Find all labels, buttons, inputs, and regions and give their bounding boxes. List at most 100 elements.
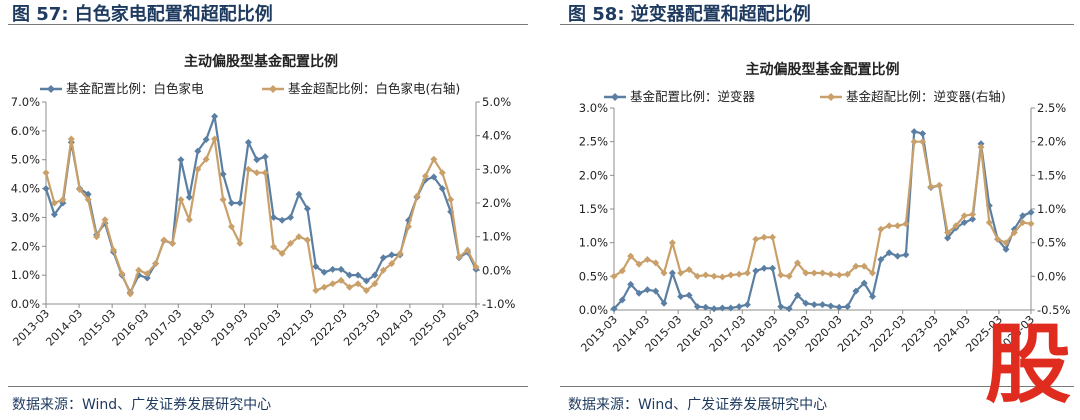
left-data-point-2: [405, 223, 412, 231]
left-data-point-1: [143, 274, 151, 282]
left-data-point-1: [329, 265, 337, 273]
right-ytick-label-right: 2.5%: [1037, 101, 1066, 115]
right-data-point-1: [835, 303, 843, 311]
left-title-rule: [8, 24, 528, 25]
right-data-point-1: [910, 128, 918, 136]
left-ytick-label-left: 5.0%: [11, 153, 40, 167]
right-data-point-2: [752, 235, 760, 243]
right-data-point-2: [810, 269, 818, 277]
right-data-point-2: [685, 266, 693, 274]
right-data-point-2: [777, 271, 785, 279]
left-data-point-2: [185, 216, 193, 224]
right-data-point-1: [844, 303, 851, 311]
left-data-point-2: [135, 266, 143, 274]
right-data-point-1: [810, 301, 818, 309]
right-data-point-2: [835, 271, 843, 279]
left-data-point-2: [362, 287, 370, 294]
left-data-point-1: [211, 112, 219, 120]
left-data-point-2: [177, 196, 185, 204]
right-data-point-1: [902, 251, 910, 259]
right-ytick-label-right: 1.5%: [1037, 168, 1066, 182]
right-data-point-1: [635, 289, 643, 297]
right-data-point-2: [894, 222, 902, 230]
left-data-point-1: [337, 265, 345, 273]
right-data-point-2: [735, 270, 743, 278]
left-data-point-2: [472, 263, 480, 271]
right-data-point-1: [702, 303, 710, 311]
right-ytick-label-right: 2.0%: [1037, 135, 1066, 149]
right-data-point-2: [635, 260, 643, 268]
left-data-point-1: [320, 268, 328, 276]
left-data-point-2: [278, 250, 286, 257]
left-data-point-2: [160, 236, 168, 244]
right-legend-marker-1: [611, 93, 619, 101]
right-data-point-2: [985, 219, 993, 226]
right-data-point-1: [819, 301, 826, 309]
left-ytick-label-right: 2.0%: [482, 196, 511, 210]
right-data-point-2: [618, 267, 626, 275]
right-data-point-1: [860, 279, 868, 287]
left-data-point-1: [185, 193, 193, 201]
right-data-point-2: [660, 269, 668, 277]
left-data-point-1: [295, 190, 303, 198]
right-data-point-1: [610, 305, 618, 313]
left-data-point-2: [152, 260, 160, 268]
left-data-point-1: [362, 277, 370, 285]
left-data-point-1: [177, 156, 185, 164]
right-source: 数据来源：Wind、广发证券发展研究中心: [568, 397, 828, 413]
left-legend-marker-1: [47, 85, 55, 93]
left-data-point-1: [371, 271, 379, 279]
left-data-point-2: [211, 135, 219, 143]
right-series-line-2: [613, 140, 1032, 279]
left-ytick-label-left: 3.0%: [11, 210, 40, 224]
left-legend-label-1: 基金配置比例：白色家电: [66, 81, 204, 96]
right-data-point-2: [927, 183, 935, 191]
right-data-point-2: [869, 269, 876, 277]
right-data-point-1: [802, 299, 810, 307]
left-data-point-1: [236, 199, 244, 207]
right-data-point-2: [977, 143, 985, 151]
right-data-point-1: [760, 264, 768, 272]
right-data-point-2: [677, 269, 685, 277]
left-data-point-2: [379, 266, 387, 274]
right-data-point-2: [935, 181, 943, 189]
left-ytick-label-right: 3.0%: [482, 162, 511, 176]
right-data-point-2: [785, 272, 793, 280]
right-data-point-2: [769, 233, 776, 241]
left-data-point-2: [126, 290, 134, 298]
left-data-point-2: [42, 169, 50, 177]
right-data-point-1: [1019, 212, 1027, 220]
left-data-point-1: [253, 156, 261, 164]
left-source-rule: [8, 386, 528, 387]
right-data-point-1: [794, 291, 801, 299]
left-data-point-2: [169, 239, 176, 247]
left-data-point-2: [236, 239, 244, 247]
right-data-point-2: [952, 222, 960, 230]
left-data-point-2: [67, 135, 75, 143]
left-data-point-2: [371, 280, 379, 288]
right-data-point-2: [1027, 220, 1035, 228]
right-data-point-2: [910, 138, 918, 146]
right-data-point-2: [1010, 229, 1018, 237]
left-data-point-2: [413, 192, 421, 200]
left-data-point-1: [261, 153, 269, 161]
right-ytick-label-left: 3.0%: [579, 101, 608, 115]
right-data-point-1: [752, 267, 760, 275]
right-data-point-1: [777, 303, 785, 311]
right-data-point-1: [960, 219, 968, 226]
right-ytick-label-left: 0.5%: [579, 269, 608, 283]
right-data-point-2: [627, 252, 635, 260]
left-data-point-2: [337, 276, 345, 284]
right-data-point-1: [969, 215, 977, 223]
left-data-point-2: [59, 196, 67, 204]
right-data-point-2: [668, 239, 676, 247]
left-legend-marker-2: [269, 85, 277, 93]
right-data-point-1: [718, 304, 726, 312]
right-source-rule: [560, 386, 1074, 387]
left-data-point-1: [287, 213, 294, 221]
right-data-point-2: [877, 225, 885, 233]
right-data-point-1: [618, 296, 626, 304]
left-data-point-2: [261, 169, 269, 177]
right-data-point-1: [627, 280, 635, 288]
